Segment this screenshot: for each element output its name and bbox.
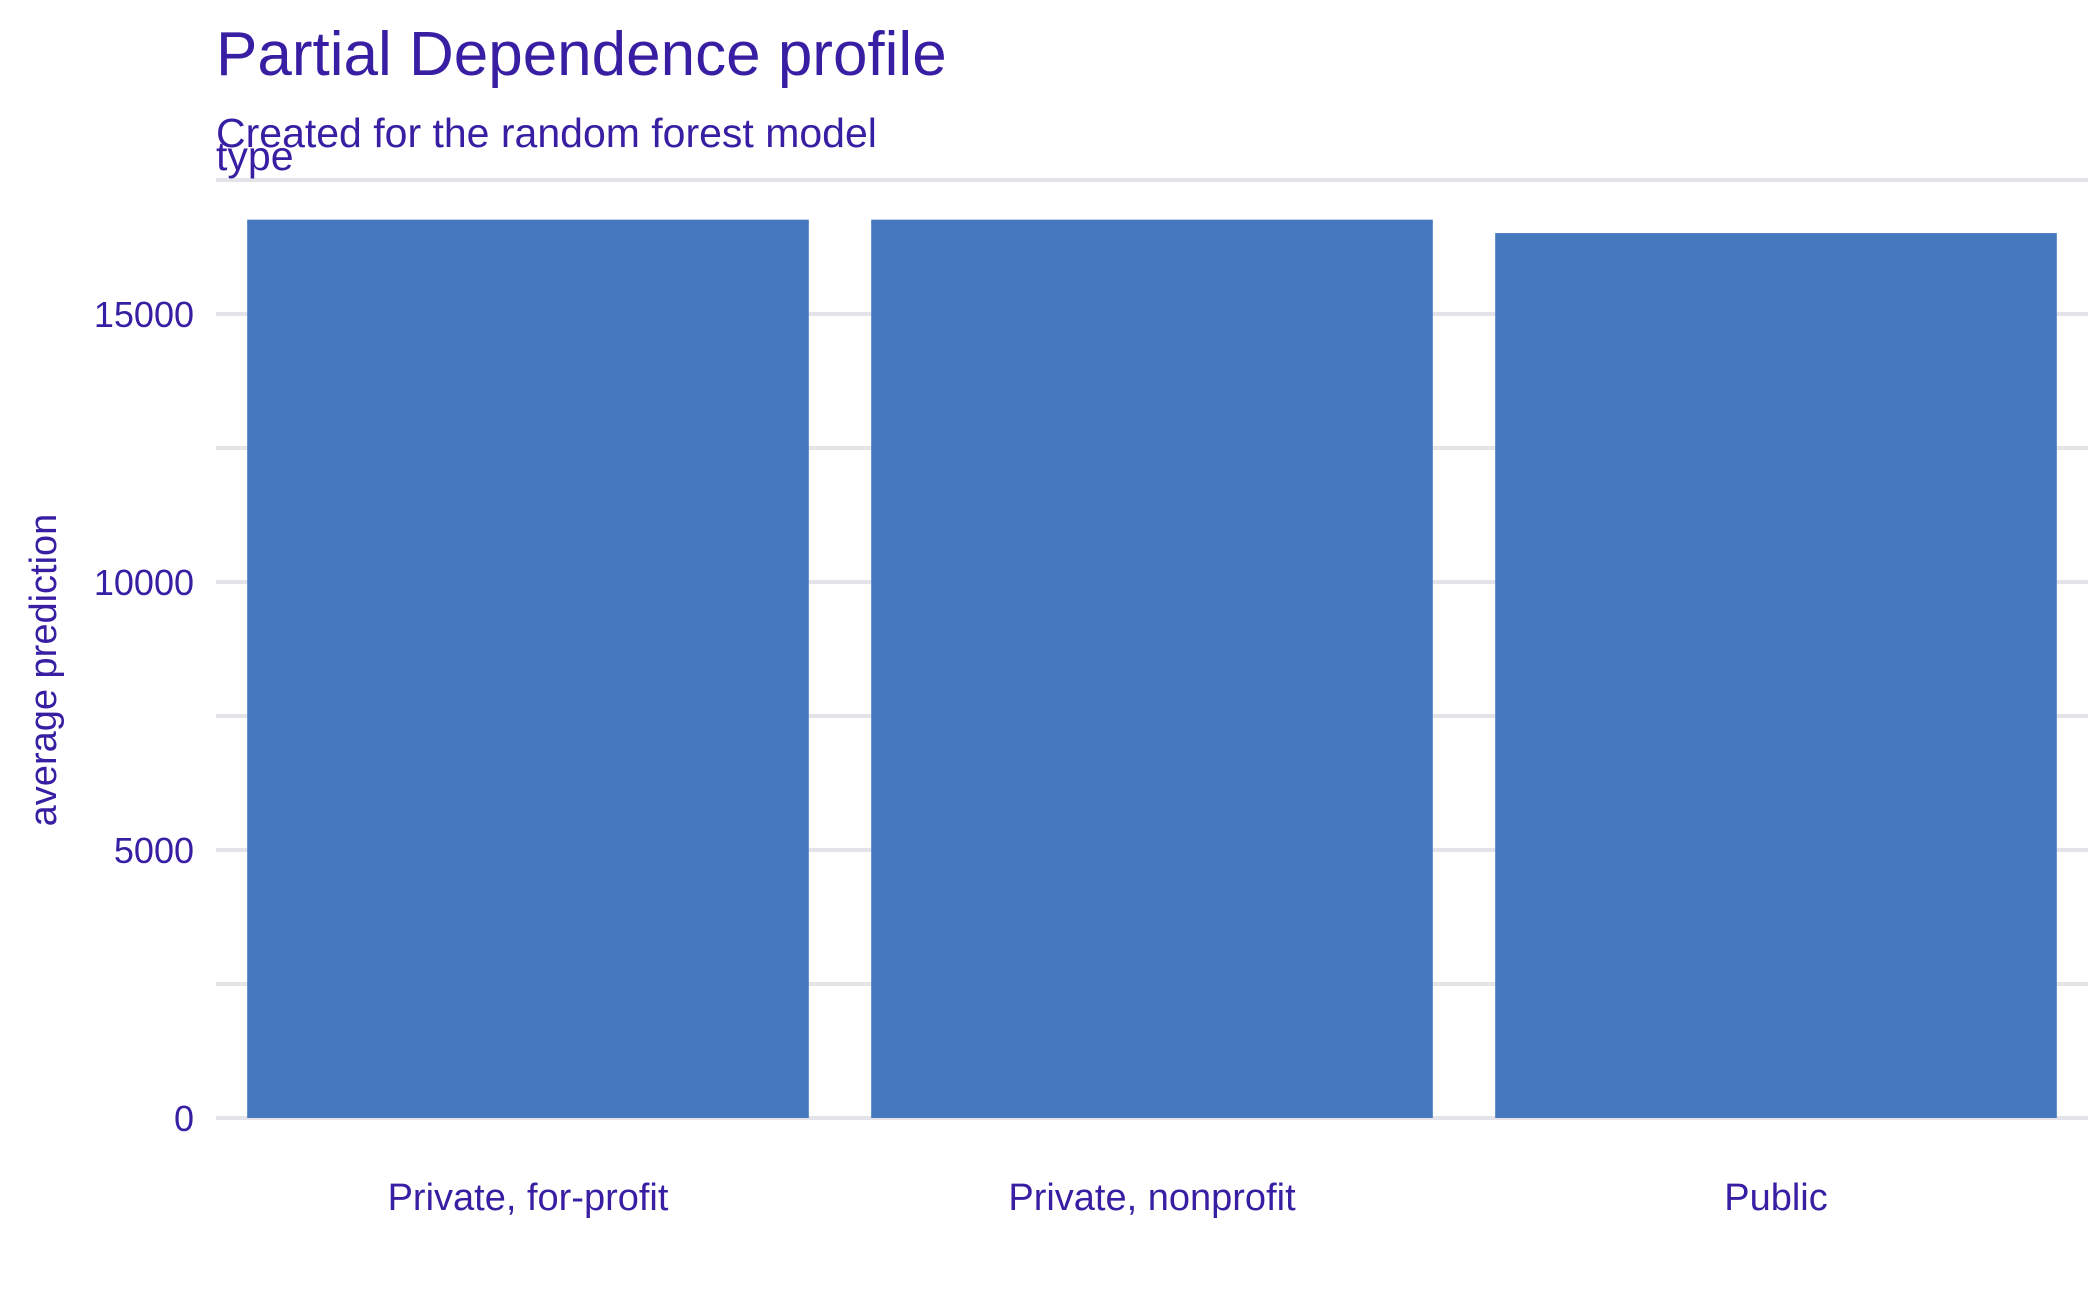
bar xyxy=(1495,233,2057,1119)
bar xyxy=(871,219,1433,1118)
chart-title: Partial Dependence profile xyxy=(216,20,947,89)
x-tick-label: Public xyxy=(1724,1177,1828,1219)
chart-subtitle: Created for the random forest model xyxy=(216,110,877,156)
facet-label: type xyxy=(216,133,294,179)
y-tick-label: 5000 xyxy=(114,830,194,871)
bars xyxy=(247,219,2057,1119)
y-axis-label: average prediction xyxy=(23,514,65,827)
y-tick-label: 10000 xyxy=(94,562,194,603)
x-tick-label: Private, for-profit xyxy=(388,1177,669,1219)
bar xyxy=(247,219,809,1118)
y-tick-label: 15000 xyxy=(94,294,194,335)
x-tick-label: Private, nonprofit xyxy=(1008,1177,1296,1219)
y-tick-labels: 0 5000 10000 15000 xyxy=(94,294,194,1139)
y-tick-label: 0 xyxy=(174,1098,194,1139)
x-tick-labels: Private, for-profit Private, nonprofit Pub… xyxy=(388,1177,1828,1219)
